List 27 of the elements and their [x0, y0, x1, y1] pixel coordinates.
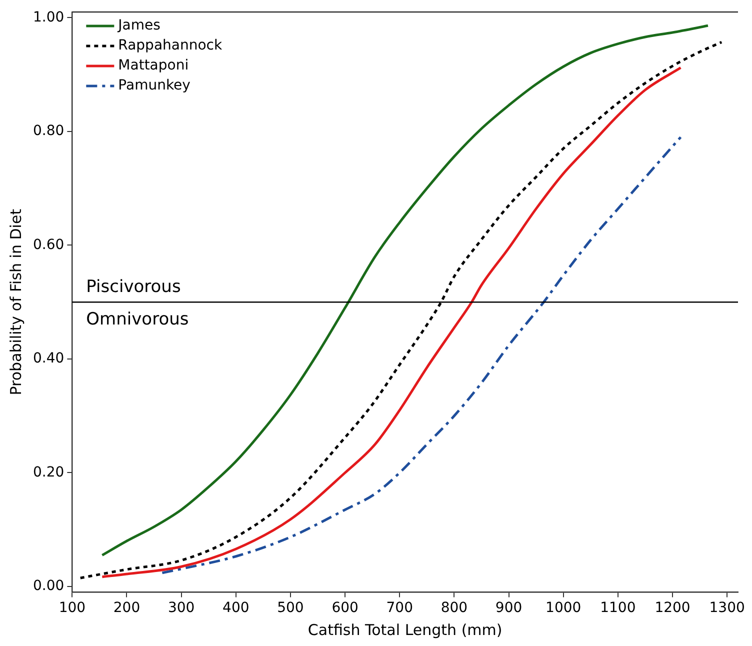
x-tick-label: 1000: [546, 600, 582, 616]
y-tick-label: 0.80: [33, 123, 64, 140]
x-tick-label: 700: [386, 600, 413, 616]
legend-label: Rappahannock: [118, 38, 223, 54]
x-tick-label: 500: [277, 600, 304, 616]
legend-label: James: [117, 18, 160, 34]
x-tick-label: 900: [495, 600, 522, 616]
y-tick-label: 0.00: [33, 578, 64, 594]
y-tick-label: 0.40: [33, 350, 64, 367]
y-axis-title: Probability of Fish in Diet: [6, 208, 25, 396]
x-tick-label: 1300: [709, 600, 745, 616]
x-tick-label: 800: [440, 600, 468, 616]
annotation: Omnivorous: [86, 310, 189, 330]
x-axis-title: Catfish Total Length (mm): [308, 620, 502, 639]
legend-label: Mattaponi: [118, 58, 189, 74]
x-tick-label: 1100: [600, 600, 636, 616]
x-tick-label: 600: [332, 600, 358, 616]
legend-label: Pamunkey: [118, 78, 190, 94]
x-tick-label: 1200: [654, 600, 690, 616]
x-tick-label: 300: [168, 600, 195, 616]
y-tick-label: 0.60: [33, 236, 64, 253]
ref-line-label: Piscivorous: [86, 277, 181, 298]
x-tick-label: 100: [58, 600, 86, 616]
y-tick-label: 0.20: [33, 464, 64, 480]
y-tick-label: 1.00: [33, 9, 64, 26]
x-tick-label: 200: [113, 600, 140, 616]
x-tick-label: 400: [222, 600, 250, 616]
